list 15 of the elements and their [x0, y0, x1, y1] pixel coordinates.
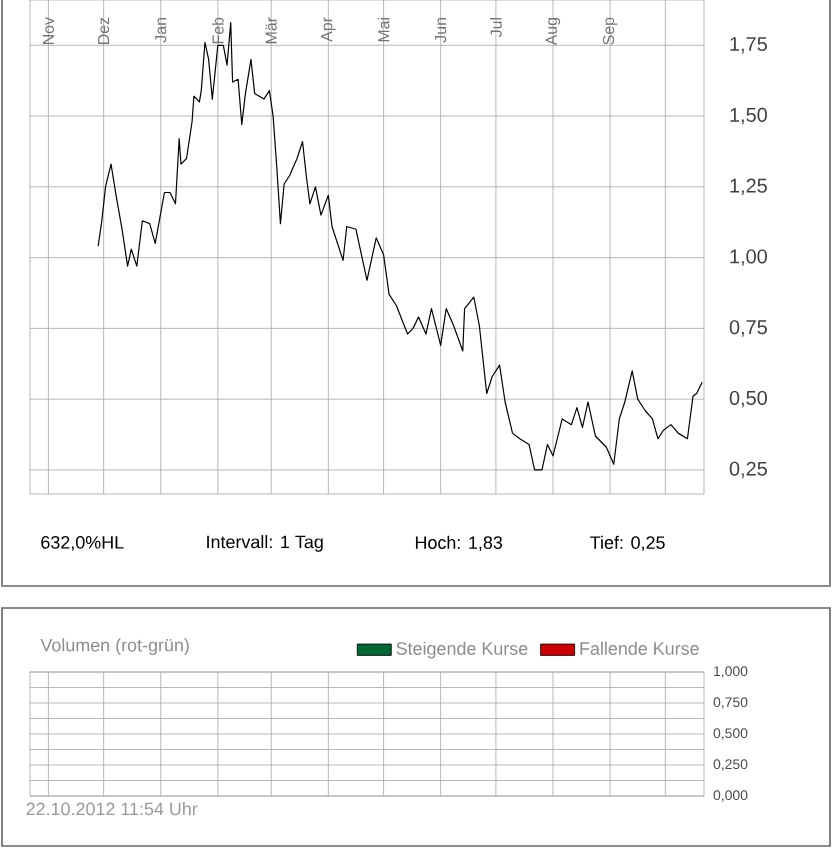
y-tick-label: 1,50	[730, 107, 767, 125]
y-tick-label: 0,75	[729, 320, 767, 337]
text: 632,0%HL	[41, 535, 124, 551]
y-tick-label: 0,50	[729, 390, 767, 408]
y-tick-label: 1,25	[730, 178, 767, 196]
y-tick-label: 0,25	[729, 461, 767, 479]
text: Tief: 0,25	[590, 535, 665, 552]
y-tick-label: 1,75	[730, 37, 767, 54]
legend-label: Steigende Kurse	[396, 641, 528, 659]
text: 22.10.2012 11:54 Uhr	[26, 802, 198, 816]
legend-label: Fallende Kurse	[580, 641, 699, 655]
text: Hoch: 1,83	[415, 535, 503, 552]
text: Intervall: 1 Tag	[207, 535, 323, 552]
y-tick-label: 1,00	[730, 249, 767, 266]
chart-title: Volumen (rot-grün)	[40, 638, 189, 656]
